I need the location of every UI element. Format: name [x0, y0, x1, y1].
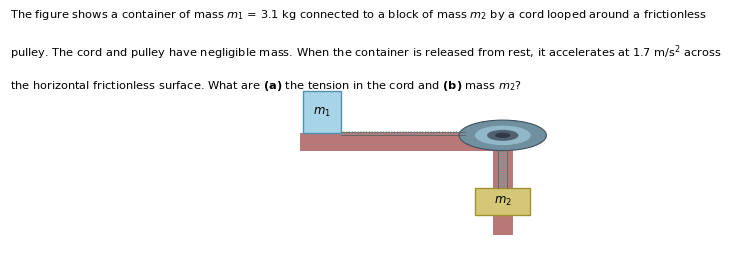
Text: pulley. The cord and pulley have negligible mass. When the container is released: pulley. The cord and pulley have negligi…: [10, 44, 721, 62]
Text: the horizontal frictionless surface. What are $\mathbf{(a)}$ the tension in the : the horizontal frictionless surface. Wha…: [10, 79, 522, 93]
Bar: [493, 150, 513, 235]
Text: $m_1$: $m_1$: [313, 105, 331, 119]
Text: $m_2$: $m_2$: [494, 195, 511, 208]
Bar: [475, 188, 530, 215]
Wedge shape: [459, 135, 502, 150]
Text: The figure shows a container of mass $m_1$ = 3.1 kg connected to a block of mass: The figure shows a container of mass $m_…: [10, 8, 707, 22]
Circle shape: [475, 126, 531, 145]
Bar: [303, 91, 341, 133]
Circle shape: [459, 120, 547, 150]
Circle shape: [495, 133, 511, 138]
Circle shape: [487, 130, 518, 141]
Bar: [300, 133, 513, 150]
